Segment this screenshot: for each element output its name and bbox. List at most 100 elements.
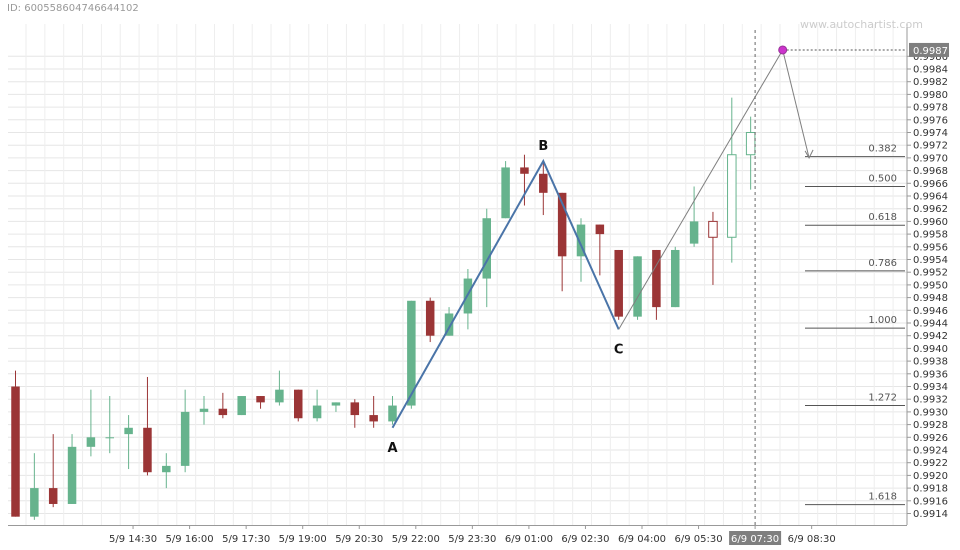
y-tick-label: 0.9964 <box>913 192 948 203</box>
y-tick-label: 0.9916 <box>913 496 948 507</box>
y-tick-label: 0.9966 <box>913 179 948 190</box>
y-tick-label: 0.9920 <box>913 471 948 482</box>
y-tick-label: 0.9958 <box>913 230 948 241</box>
candle-body <box>520 167 529 174</box>
y-tick-label: 0.9962 <box>913 204 948 215</box>
x-tick-label: 5/9 19:00 <box>279 534 327 545</box>
candle-body <box>331 402 341 406</box>
candle-body <box>86 437 96 447</box>
candle-body <box>143 427 152 473</box>
chart-id-prefix: ID: <box>7 3 25 14</box>
fib-level-label: 1.000 <box>868 315 897 326</box>
y-tick-label: 0.9946 <box>913 306 948 317</box>
candle-body <box>576 224 586 257</box>
x-tick-label: 6/9 05:30 <box>675 534 723 545</box>
fib-level-label: 1.618 <box>868 492 897 503</box>
y-tick-label: 0.9940 <box>913 344 948 355</box>
x-tick-label: 5/9 23:30 <box>448 534 496 545</box>
y-tick-label: 0.9922 <box>913 458 948 469</box>
chart-id-value: 600558604746644102 <box>24 3 139 14</box>
x-tick-label: 6/9 08:30 <box>788 534 836 545</box>
candle-body <box>727 154 737 238</box>
y-tick-label: 0.9984 <box>913 65 948 76</box>
candle-body <box>237 396 246 416</box>
x-tick-label: 6/9 04:00 <box>618 534 666 545</box>
current-price-box <box>909 42 949 57</box>
projection-line <box>618 49 784 330</box>
candle-body <box>162 465 171 473</box>
candle-body <box>67 446 77 504</box>
x-tick-label-highlight: 6/9 07:30 <box>731 534 779 545</box>
fib-level-label: 1.272 <box>868 393 897 404</box>
candle-body <box>689 221 699 244</box>
y-tick-label: 0.9980 <box>913 90 948 101</box>
candles <box>11 97 756 520</box>
y-tick-label: 0.9954 <box>913 255 948 266</box>
candle-body <box>388 405 397 422</box>
candle-body <box>105 437 114 439</box>
pattern-line-abc <box>391 158 620 429</box>
x-tick-label: 6/9 01:00 <box>505 534 553 545</box>
candle-body <box>275 389 284 403</box>
candle-body <box>180 411 190 466</box>
y-tick-label: 0.9942 <box>913 331 948 342</box>
pattern-point-label: A <box>387 441 397 456</box>
y-tick-label: 0.9950 <box>913 280 948 291</box>
candle-body <box>199 408 209 412</box>
y-tick-label: 0.9956 <box>913 242 948 253</box>
x-tick-label: 6/9 02:30 <box>561 534 609 545</box>
target-marker <box>778 45 788 55</box>
y-tick-label: 0.9934 <box>913 382 948 393</box>
y-tick-label: 0.9978 <box>913 103 948 114</box>
candle-body <box>425 300 435 336</box>
y-tick-label: 0.9924 <box>913 446 948 457</box>
y-tick-label: 0.9976 <box>913 115 948 126</box>
candle-body <box>294 389 303 419</box>
y-tick-label: 0.9952 <box>913 268 948 279</box>
x-tick-label: 5/9 17:30 <box>222 534 270 545</box>
candle-body <box>671 249 680 308</box>
y-tick-label: 0.9926 <box>913 433 948 444</box>
candle-body <box>407 300 416 406</box>
watermark-text: www.autochartist.com <box>800 18 923 31</box>
candle-body <box>708 220 718 238</box>
y-tick-label: 0.9960 <box>913 217 948 228</box>
x-highlight-box <box>729 531 782 545</box>
fib-level-label: 0.618 <box>868 212 897 223</box>
y-tick-label: 0.9932 <box>913 395 948 406</box>
candle-body <box>501 167 510 219</box>
pattern-point-label: B <box>538 139 548 154</box>
fib-level-label: 0.500 <box>868 173 897 184</box>
candle-body <box>444 313 454 336</box>
pattern-point-label: C <box>614 342 624 357</box>
y-tick-label: 0.9970 <box>913 153 948 164</box>
candle-body <box>256 396 265 403</box>
candle-body <box>652 249 661 308</box>
x-tick-label: 5/9 20:30 <box>335 534 383 545</box>
x-tick-label: 5/9 14:30 <box>109 534 157 545</box>
y-tick-label: 0.9948 <box>913 293 948 304</box>
fib-level-label: 0.786 <box>868 258 897 269</box>
y-tick-label: 0.9918 <box>913 484 948 495</box>
y-tick-label: 0.9930 <box>913 407 948 418</box>
y-tick-label: 0.9928 <box>913 420 948 431</box>
target-arrow-head <box>804 149 814 159</box>
y-tick-label: 0.9914 <box>913 509 948 520</box>
y-tick-label: 0.9944 <box>913 319 948 330</box>
fib-level-label: 0.382 <box>868 144 897 155</box>
candle-body <box>48 488 58 504</box>
candle-body <box>218 408 228 416</box>
y-tick-label: 0.9974 <box>913 128 948 139</box>
candle-body <box>30 488 39 517</box>
y-tick-label: 0.9938 <box>913 357 948 368</box>
candle-body <box>595 224 605 235</box>
candle-body <box>312 405 322 419</box>
candle-body <box>369 415 378 422</box>
candle-body <box>557 192 567 257</box>
candle-body <box>482 218 491 279</box>
target-arrow-line <box>782 49 810 159</box>
chart-id: ID: 600558604746644102 <box>7 3 139 14</box>
candle-body <box>633 256 642 317</box>
